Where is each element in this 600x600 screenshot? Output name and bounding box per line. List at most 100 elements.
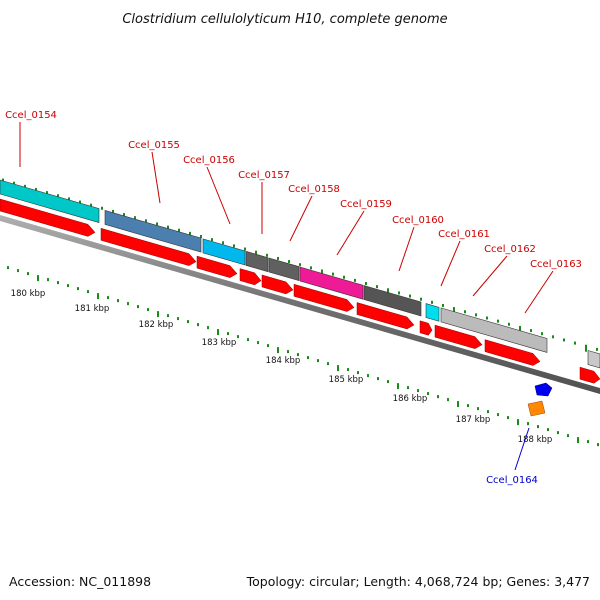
tick-mark <box>107 296 109 300</box>
cds-arrow <box>434 324 483 349</box>
tick-mark <box>527 422 529 426</box>
tick-mark <box>431 300 433 304</box>
tick-mark <box>247 338 249 342</box>
tick-mark <box>337 365 339 372</box>
tick-mark <box>552 335 554 339</box>
leader-line-ccel-0159 <box>336 210 365 256</box>
tick-mark <box>90 203 92 207</box>
tick-mark <box>13 181 15 185</box>
tick-mark <box>67 284 69 288</box>
leader-line-ccel-0161 <box>440 240 461 287</box>
cds-arrow <box>100 227 197 266</box>
tick-mark <box>497 413 499 417</box>
tick-mark <box>397 383 399 390</box>
tick-mark <box>127 302 129 306</box>
tick-mark <box>537 425 539 429</box>
cds-arrow <box>261 274 294 295</box>
kbp-label: 181 kbp <box>75 304 110 314</box>
leader-line-ccel-0156 <box>206 166 231 225</box>
kbp-label: 187 kbp <box>456 415 491 425</box>
gene-label-ccel-0158: Ccel_0158 <box>288 184 340 195</box>
tick-mark <box>267 344 269 348</box>
kbp-label: 183 kbp <box>202 338 237 348</box>
tick-mark <box>365 282 367 286</box>
tick-mark <box>508 322 510 326</box>
tick-mark <box>587 440 589 444</box>
tick-mark <box>447 398 449 402</box>
tick-mark <box>79 200 81 204</box>
tick-mark <box>68 197 70 201</box>
tick-mark <box>222 241 224 245</box>
tick-mark <box>343 275 345 279</box>
tick-mark <box>178 228 180 232</box>
tick-mark <box>387 288 389 296</box>
kbp-label: 180 kbp <box>11 289 46 299</box>
gene-label-ccel-0161: Ccel_0161 <box>438 229 490 240</box>
cds-arrow <box>356 302 415 330</box>
kbp-label: 186 kbp <box>393 394 428 404</box>
gene-label-ccel-0157: Ccel_0157 <box>238 170 290 181</box>
tick-mark <box>310 266 312 270</box>
cds-arrow <box>579 366 600 384</box>
leader-line-ccel-0160 <box>398 226 415 272</box>
tick-mark <box>547 428 549 432</box>
tick-mark <box>457 401 459 408</box>
genome-summary-text: Topology: circular; Length: 4,068,724 bp… <box>246 574 590 589</box>
tick-mark <box>207 326 209 330</box>
tick-mark <box>227 332 229 336</box>
tick-mark <box>299 263 301 267</box>
tick-mark <box>442 303 444 307</box>
tick-mark <box>367 374 369 378</box>
cds-arrow <box>239 268 262 286</box>
tick-mark <box>287 350 289 354</box>
tick-mark <box>156 222 158 226</box>
tick-mark <box>585 344 587 352</box>
tick-mark <box>35 187 37 191</box>
tick-mark <box>145 219 147 223</box>
feature-markers <box>527 382 553 417</box>
cog-bar-ccel-0154 <box>0 179 100 223</box>
tick-mark <box>257 341 259 345</box>
tick-mark <box>217 329 219 336</box>
cog-bar-ccel-0155 <box>104 210 202 253</box>
tick-mark <box>519 325 521 333</box>
tick-mark <box>27 272 29 276</box>
map-title: Clostridium cellulolyticum H10, complete… <box>122 12 447 27</box>
tick-mark <box>563 338 565 342</box>
tick-mark <box>317 359 319 363</box>
accession-text: Accession: NC_011898 <box>9 574 151 589</box>
tick-mark <box>87 290 89 294</box>
kbp-labels: 180 kbp 181 kbp 182 kbp 183 kbp 184 kbp 185 k… <box>11 289 553 445</box>
cds-arrow <box>419 320 433 336</box>
cog-bar-ccel-0159 <box>299 266 364 300</box>
tick-mark <box>427 392 429 396</box>
tick-mark <box>157 311 159 318</box>
blue-feature-marker <box>534 382 553 397</box>
tick-mark <box>197 323 199 327</box>
tick-mark <box>487 410 489 414</box>
tick-mark <box>567 434 569 438</box>
kbp-label: 188 kbp <box>518 435 553 445</box>
tick-mark <box>467 404 469 408</box>
tick-mark <box>97 293 99 300</box>
tick-mark <box>597 443 599 447</box>
cds-arrow <box>196 255 238 278</box>
cog-bars <box>0 179 600 369</box>
tick-mark <box>37 275 39 282</box>
tick-mark <box>177 317 179 321</box>
cog-bar-ccel-0160 <box>363 285 422 317</box>
tick-mark <box>24 184 26 188</box>
tick-mark <box>377 377 379 381</box>
tick-mark <box>200 235 202 238</box>
tick-mark <box>277 347 279 354</box>
tick-mark <box>409 294 411 298</box>
leader-line-ccel-0164 <box>514 427 530 471</box>
tick-mark <box>557 431 559 435</box>
leader-line-ccel-0158 <box>289 195 313 242</box>
tick-mark <box>117 299 119 303</box>
cds-arrow <box>484 339 541 366</box>
tick-mark <box>332 272 334 276</box>
